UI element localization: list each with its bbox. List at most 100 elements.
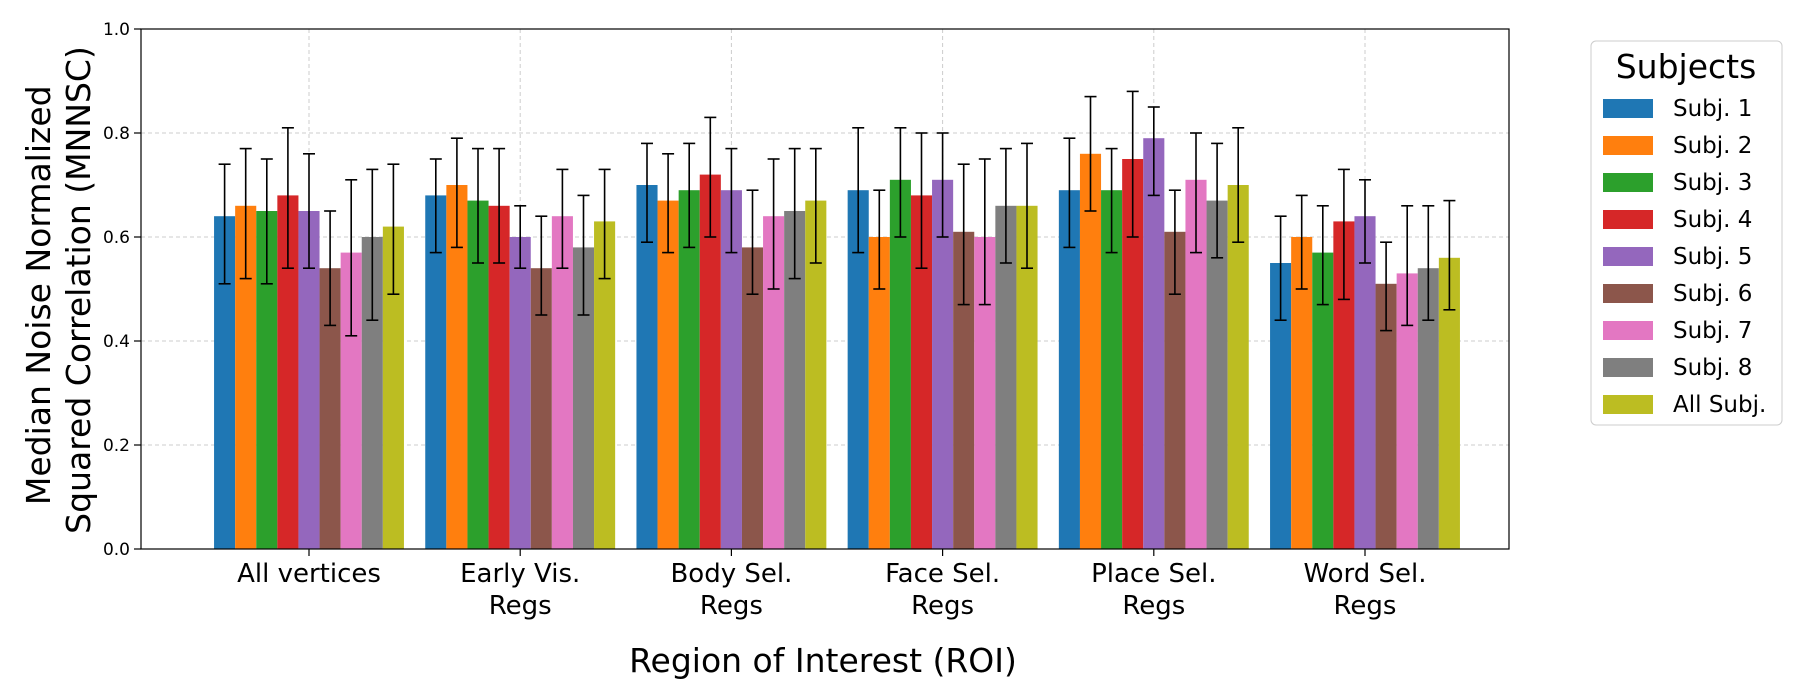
legend-swatch [1603, 210, 1653, 229]
bar [1206, 200, 1228, 549]
bar [995, 205, 1017, 550]
bar [1185, 179, 1207, 550]
legend-swatch [1603, 99, 1653, 118]
x-tick-label: Regs [911, 591, 974, 621]
y-axis-label: Median Noise Normalized Squared Correlat… [19, 46, 98, 534]
bar [932, 179, 954, 550]
y-tick-label: 0.8 [103, 124, 130, 144]
bar [467, 200, 489, 549]
bar [636, 185, 658, 549]
x-tick-label: Face Sel. [885, 559, 1000, 589]
bar [319, 268, 341, 549]
bar [1333, 221, 1355, 549]
bar [425, 195, 447, 549]
legend-label: Subj. 3 [1673, 170, 1752, 196]
x-tick-label: Early Vis. [460, 559, 580, 589]
bar [1438, 257, 1460, 549]
y-axis-label-line-1: Median Noise Normalized [19, 85, 58, 505]
bar [784, 211, 806, 549]
bar [298, 211, 320, 549]
x-tick-label: Place Sel. [1091, 559, 1216, 589]
legend-swatch [1603, 395, 1653, 414]
bar [1164, 231, 1186, 550]
bar [868, 237, 890, 549]
legend-label: Subj. 5 [1673, 244, 1752, 270]
bar [910, 195, 933, 549]
x-tick-label: Regs [1334, 591, 1397, 621]
bar [1079, 153, 1102, 550]
x-tick-label: Body Sel. [670, 559, 792, 589]
legend-swatch [1603, 321, 1653, 340]
legend-label: All Subj. [1673, 392, 1766, 418]
bar [340, 252, 362, 549]
bar [488, 205, 510, 550]
legend-label: Subj. 4 [1673, 207, 1752, 233]
bar [509, 237, 531, 549]
bar [235, 205, 257, 550]
bar [678, 190, 700, 549]
bar [256, 211, 278, 549]
bar [594, 221, 616, 549]
plot-frame [140, 28, 1510, 550]
bar [1143, 138, 1165, 549]
bar [1396, 273, 1418, 549]
bar [889, 179, 911, 550]
bar [1122, 159, 1144, 549]
legend-swatch [1603, 136, 1653, 155]
bar [720, 190, 742, 549]
bar [953, 231, 975, 550]
bar [974, 237, 996, 549]
legend-swatch [1603, 284, 1653, 303]
legend-label: Subj. 2 [1673, 133, 1752, 159]
y-tick-label: 0.0 [103, 540, 130, 560]
bar [1101, 190, 1123, 549]
bar [847, 190, 869, 549]
legend-items: Subj. 1 Subj. 2 Subj. 3 Subj. 4 Subj. 5 Subj.… [1603, 96, 1766, 418]
bar [1016, 205, 1038, 550]
bar [382, 226, 404, 549]
bar [1270, 263, 1292, 549]
legend-swatch [1603, 358, 1653, 377]
bars [214, 138, 1460, 550]
bar [741, 247, 764, 549]
y-tick-label: 0.4 [103, 332, 130, 352]
y-tick-label: 0.2 [103, 436, 130, 456]
y-tick-label: 0.6 [103, 228, 130, 248]
bar [551, 216, 573, 549]
legend-label: Subj. 7 [1673, 318, 1752, 344]
legend-title: Subjects [1616, 47, 1757, 86]
legend-swatch [1603, 173, 1653, 192]
bar [361, 237, 383, 549]
x-axis-label: Region of Interest (ROI) [629, 641, 1017, 680]
legend-swatch [1603, 247, 1653, 266]
x-tick-label: Regs [489, 591, 552, 621]
bar [1312, 252, 1334, 549]
bar [1058, 190, 1080, 549]
bar [1354, 216, 1376, 549]
x-tick-label: Regs [1122, 591, 1185, 621]
bar [1417, 268, 1439, 549]
bar [277, 195, 299, 549]
legend-label: Subj. 1 [1673, 96, 1752, 122]
bar [699, 174, 721, 549]
bar [657, 200, 679, 549]
y-tick-label: 1.0 [103, 20, 130, 40]
x-tick-label: Word Sel. [1303, 559, 1426, 589]
bar [763, 216, 785, 549]
bar [1227, 185, 1249, 549]
error-bars [218, 90, 1456, 337]
x-tick-label: Regs [700, 591, 763, 621]
legend-label: Subj. 6 [1673, 281, 1752, 307]
y-axis-label-line-2: Squared Correlation (MNNSC) [59, 46, 98, 534]
bar [1291, 237, 1313, 549]
bar [805, 200, 827, 549]
y-axis: 0.0 0.2 0.4 0.6 0.8 1.0 [103, 20, 141, 560]
bar [530, 268, 552, 549]
bar [572, 247, 595, 549]
bar [214, 216, 236, 549]
bar [1375, 283, 1397, 549]
legend-label: Subj. 8 [1673, 355, 1752, 381]
